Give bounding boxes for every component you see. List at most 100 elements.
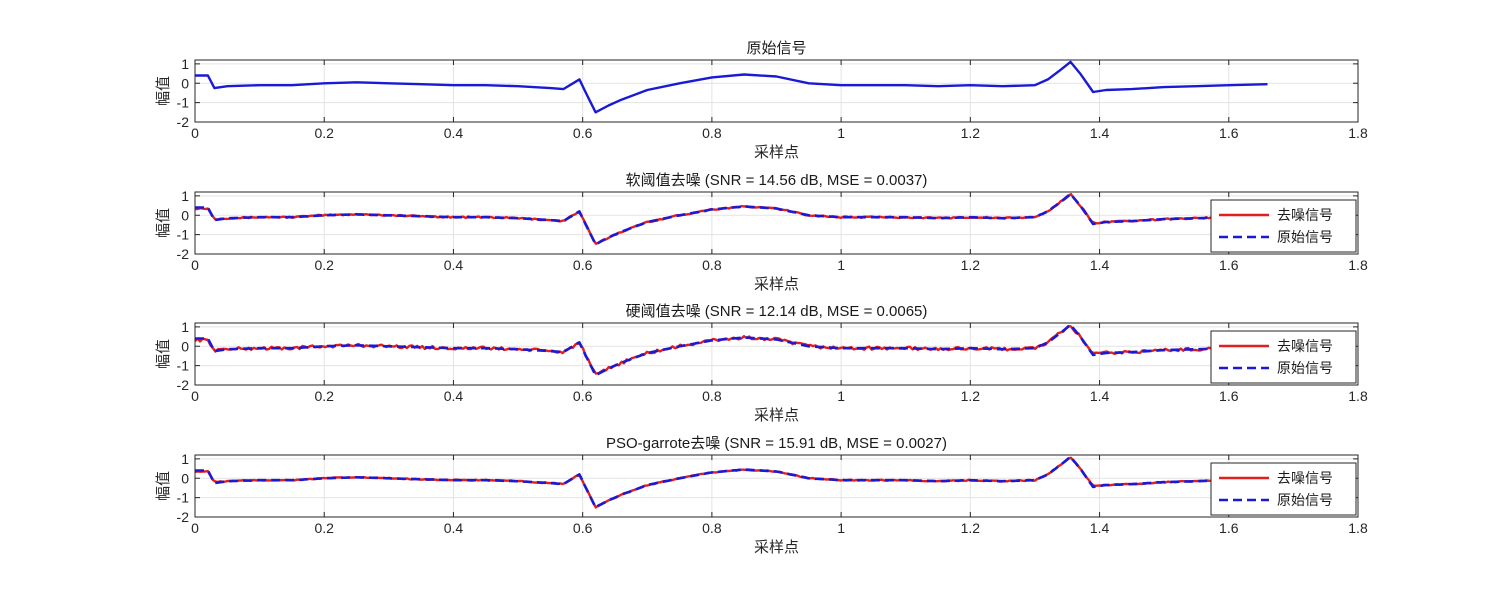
- y-tick-label: 1: [181, 451, 189, 467]
- y-tick-label: 0: [181, 470, 189, 486]
- subplot-title: 原始信号: [746, 40, 806, 57]
- x-tick-label: 1.6: [1219, 520, 1239, 536]
- x-tick-label: 1.6: [1219, 125, 1239, 141]
- x-tick-label: 0.8: [702, 125, 722, 141]
- y-tick-label: -2: [177, 509, 190, 525]
- y-tick-label: -2: [177, 246, 190, 262]
- x-tick-label: 0.2: [314, 520, 334, 536]
- x-tick-label: 1.2: [961, 257, 981, 273]
- x-tick-label: 0: [191, 520, 199, 536]
- subplot-4: 0 0.2 0.4 0.6 0.8 1 1.2 1.4 1.6 1.810-1-2PSO-garr…: [155, 435, 1368, 556]
- plot-area: [195, 455, 1358, 517]
- y-tick-label: -1: [177, 490, 190, 506]
- x-tick-label: 0.8: [702, 388, 722, 404]
- x-tick-label: 0.4: [444, 388, 464, 404]
- y-tick-label: 1: [181, 56, 189, 72]
- plot-area: [195, 60, 1358, 122]
- x-tick-label: 0.8: [702, 520, 722, 536]
- axes-box: [194, 322, 1359, 386]
- x-tick-label: 1.4: [1090, 388, 1110, 404]
- subplot-title: 硬阈值去噪 (SNR = 12.14 dB, MSE = 0.0065): [626, 303, 928, 320]
- x-tick-label: 0.4: [444, 125, 464, 141]
- x-tick-label: 1: [837, 257, 845, 273]
- y-tick-label: -1: [177, 358, 190, 374]
- axes-box: [194, 191, 1359, 255]
- x-tick-label: 1.8: [1348, 257, 1368, 273]
- y-tick-label: 1: [181, 188, 189, 204]
- series-line-original: [195, 192, 1268, 246]
- series-group: [194, 455, 1268, 509]
- series-line-denoised: [194, 324, 1268, 375]
- y-axis-label: 幅值: [155, 339, 172, 369]
- x-tick-label: 0.2: [314, 388, 334, 404]
- y-axis-label: 幅值: [155, 471, 172, 501]
- plot-area: [195, 323, 1358, 385]
- legend-label: 原始信号: [1277, 229, 1333, 245]
- legend-box: [1210, 330, 1357, 384]
- plot-area: [195, 192, 1358, 254]
- x-axis-label: 采样点: [754, 407, 799, 424]
- subplot-title: 软阈值去噪 (SNR = 14.56 dB, MSE = 0.0037): [626, 172, 928, 189]
- series-line-original: [195, 455, 1268, 509]
- x-tick-label: 1: [837, 125, 845, 141]
- legend-label: 原始信号: [1277, 360, 1333, 376]
- x-tick-label: 0.6: [573, 388, 593, 404]
- y-tick-label: -1: [177, 227, 190, 243]
- x-tick-label: 0: [191, 257, 199, 273]
- x-tick-label: 1.4: [1090, 125, 1110, 141]
- x-tick-label: 1.6: [1219, 388, 1239, 404]
- axes-box: [194, 59, 1359, 123]
- x-tick-label: 1.4: [1090, 257, 1110, 273]
- x-axis-label: 采样点: [754, 144, 799, 161]
- legend-box: [1210, 462, 1357, 516]
- x-tick-label: 0.2: [314, 125, 334, 141]
- x-axis-label: 采样点: [754, 539, 799, 556]
- x-tick-label: 0.2: [314, 257, 334, 273]
- y-tick-label: -2: [177, 377, 190, 393]
- x-tick-label: 1: [837, 388, 845, 404]
- legend-label: 原始信号: [1277, 492, 1333, 508]
- x-tick-label: 0.6: [573, 125, 593, 141]
- x-tick-label: 1.2: [961, 125, 981, 141]
- axes-box: [194, 454, 1359, 518]
- x-tick-label: 0.4: [444, 257, 464, 273]
- legend-label: 去噪信号: [1277, 207, 1333, 223]
- y-axis-label: 幅值: [155, 76, 172, 106]
- legend-box: [1210, 199, 1357, 253]
- x-tick-label: 0.4: [444, 520, 464, 536]
- y-axis-label: 幅值: [155, 208, 172, 238]
- legend-label: 去噪信号: [1277, 470, 1333, 486]
- series-group: [194, 323, 1268, 377]
- x-tick-label: 0.6: [573, 520, 593, 536]
- x-tick-label: 1.4: [1090, 520, 1110, 536]
- series-group: [195, 60, 1268, 114]
- x-tick-label: 1: [837, 520, 845, 536]
- y-tick-label: 0: [181, 207, 189, 223]
- x-tick-label: 0.8: [702, 257, 722, 273]
- series-line-original: [195, 60, 1268, 114]
- y-tick-label: -2: [177, 114, 190, 130]
- x-tick-label: 1.8: [1348, 125, 1368, 141]
- x-tick-label: 1.2: [961, 388, 981, 404]
- x-axis-label: 采样点: [754, 276, 799, 293]
- subplot-title: PSO-garrote去噪 (SNR = 15.91 dB, MSE = 0.0…: [606, 435, 947, 452]
- legend-label: 去噪信号: [1277, 338, 1333, 354]
- y-tick-label: 0: [181, 75, 189, 91]
- series-line-original: [195, 323, 1268, 377]
- y-tick-label: 0: [181, 338, 189, 354]
- y-tick-label: -1: [177, 95, 190, 111]
- x-tick-label: 0: [191, 125, 199, 141]
- x-tick-label: 0.6: [573, 257, 593, 273]
- x-tick-label: 1.2: [961, 520, 981, 536]
- y-tick-label: 1: [181, 319, 189, 335]
- subplot-1: 0 0.2 0.4 0.6 0.8 1 1.2 1.4 1.6 1.810-1-2原始信号采样点幅…: [155, 40, 1368, 161]
- series-group: [194, 192, 1268, 246]
- x-tick-label: 0: [191, 388, 199, 404]
- x-tick-label: 1.8: [1348, 520, 1368, 536]
